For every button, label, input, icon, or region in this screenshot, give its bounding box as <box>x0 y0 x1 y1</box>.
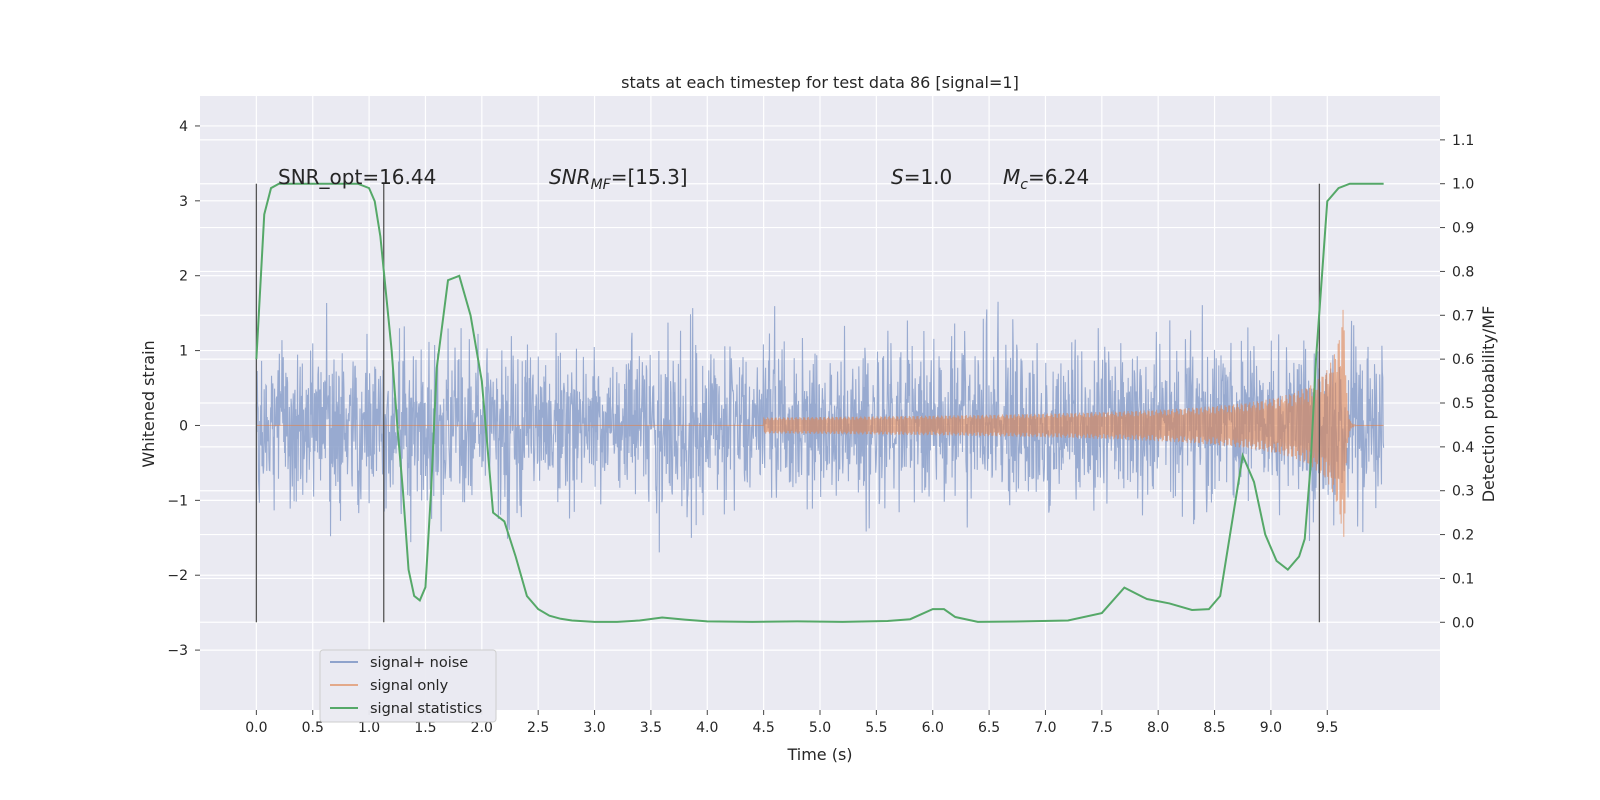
x-tick-label: 1.0 <box>358 720 380 736</box>
x-tick-label: 3.0 <box>583 720 605 736</box>
chart-title: stats at each timestep for test data 86 … <box>621 73 1019 92</box>
snr-mf-annotation: SNRMF=[15.3] <box>549 165 688 193</box>
y2-tick-label: 0.9 <box>1452 221 1474 237</box>
series-signal-statistics <box>255 182 1384 623</box>
legend: signal+ noise signal only signal statist… <box>319 649 497 723</box>
y2-tick-label: 0.6 <box>1452 352 1474 368</box>
s-annotation: S=1.0 <box>891 165 952 189</box>
x-axis-label: Time (s) <box>786 745 852 764</box>
signal-noise-trace <box>255 301 1385 553</box>
x-tick-label: 6.0 <box>922 720 944 736</box>
x-tick-label: 0.0 <box>245 720 267 736</box>
y2-tick-label: 0.7 <box>1452 308 1474 324</box>
y2-axis-label: Detection probability/MF <box>1479 306 1498 503</box>
x-tick-label: 3.5 <box>640 720 662 736</box>
y-tick-label: 1 <box>179 344 188 360</box>
s-label: S <box>891 165 904 189</box>
y-tick-label: 2 <box>179 269 188 285</box>
y-tick-label: −2 <box>167 568 188 584</box>
y-axis-label: Whitened strain <box>139 340 158 467</box>
y-tick-label: 0 <box>179 418 188 434</box>
x-tick-label: 8.5 <box>1203 720 1225 736</box>
legend-box <box>319 649 497 723</box>
x-tick-label: 8.0 <box>1147 720 1169 736</box>
y2-tick-label: 0.8 <box>1452 264 1474 280</box>
legend-label-signal-only: signal only <box>370 678 449 694</box>
y2-tick-label: 0.1 <box>1452 571 1474 587</box>
legend-label-signal-noise: signal+ noise <box>370 655 468 671</box>
y2-tick-label: 1.0 <box>1452 177 1474 193</box>
y2-tick-label: 0.2 <box>1452 528 1474 544</box>
x-tick-label: 9.5 <box>1316 720 1338 736</box>
y-axis-right: 1.1 1.0 0.9 0.8 0.7 0.6 0.5 0.4 0.3 0.2 0.1 0.0 <box>1440 133 1474 631</box>
mc-annotation: Mc=6.24 <box>1003 165 1089 193</box>
y2-tick-label: 1.1 <box>1452 133 1474 149</box>
y-axis-left: 4 3 2 1 0 −1 −2 −3 <box>167 119 200 659</box>
vertical-markers <box>255 183 1321 623</box>
x-tick-label: 5.5 <box>865 720 887 736</box>
y2-tick-label: 0.3 <box>1452 484 1474 500</box>
mc-label: M <box>1003 165 1020 189</box>
y2-tick-label: 0.5 <box>1452 396 1474 412</box>
snr-mf-value: =[15.3] <box>611 165 688 189</box>
y-tick-label: 3 <box>179 194 188 210</box>
y2-tick-label: 0.0 <box>1452 615 1474 631</box>
x-tick-label: 6.5 <box>978 720 1000 736</box>
y-tick-label: −3 <box>167 643 188 659</box>
signal-statistics-line <box>255 182 1384 623</box>
snr-opt-annotation: SNR_opt=16.44 <box>278 165 436 189</box>
x-tick-label: 5.0 <box>809 720 831 736</box>
signal-only-trace <box>256 309 1384 537</box>
x-axis: 0.0 0.5 1.0 1.5 2.0 2.5 3.0 3.5 4.0 4.5 5.0 5.5 6.0 6… <box>245 710 1338 736</box>
series-signal-noise <box>255 301 1385 553</box>
y-tick-label: 4 <box>179 119 188 135</box>
x-tick-label: 7.5 <box>1091 720 1113 736</box>
mc-value: =6.24 <box>1028 165 1089 189</box>
x-tick-label: 4.0 <box>696 720 718 736</box>
x-tick-label: 2.0 <box>471 720 493 736</box>
snr-mf-label: SNR <box>549 165 591 189</box>
y2-tick-label: 0.4 <box>1452 440 1474 456</box>
x-tick-label: 1.5 <box>414 720 436 736</box>
snr-mf-subscript: MF <box>591 177 612 193</box>
x-tick-label: 7.0 <box>1034 720 1056 736</box>
x-tick-label: 4.5 <box>753 720 775 736</box>
x-tick-label: 2.5 <box>527 720 549 736</box>
series-signal-only <box>256 309 1384 537</box>
s-value: =1.0 <box>904 165 953 189</box>
x-tick-label: 9.0 <box>1260 720 1282 736</box>
legend-label-signal-statistics: signal statistics <box>370 701 482 717</box>
y-tick-label: −1 <box>167 493 188 509</box>
x-tick-label: 0.5 <box>302 720 324 736</box>
mc-subscript: c <box>1020 177 1028 193</box>
